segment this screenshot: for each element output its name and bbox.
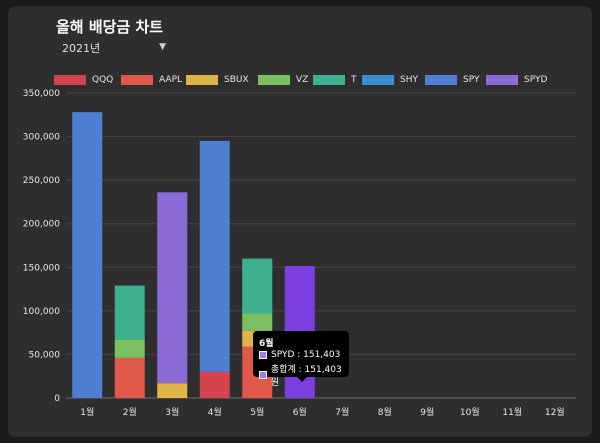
legend-swatch <box>121 75 153 85</box>
x-tick-label: 11월 <box>502 406 522 418</box>
legend-label: T <box>351 75 357 85</box>
y-tick-label: 200,000 <box>23 220 60 230</box>
bar-qqq-4 <box>199 371 230 398</box>
tooltip-swatch <box>259 351 267 359</box>
bar-t-5 <box>242 258 273 314</box>
x-tick-label: 2월 <box>123 406 137 418</box>
y-tick-label: 100,000 <box>23 307 60 317</box>
legend-item-t[interactable]: T <box>313 74 357 86</box>
y-tick-label: 250,000 <box>23 176 60 186</box>
y-tick-label: 150,000 <box>23 263 60 273</box>
legend-label: AAPL <box>159 75 183 85</box>
x-tick-label: 9월 <box>420 406 434 418</box>
y-tick-label: 50,000 <box>29 350 61 360</box>
bar-vz-5 <box>242 313 273 331</box>
legend-label: SBUX <box>224 75 249 85</box>
x-tick-label: 10월 <box>460 406 480 418</box>
legend-label: SPY <box>463 75 480 85</box>
legend-swatch <box>486 75 518 85</box>
x-tick-label: 1월 <box>80 406 94 418</box>
bar-t-2 <box>114 285 145 340</box>
bar-aapl-2 <box>114 357 145 398</box>
tooltip-title: 6월 <box>259 339 274 349</box>
y-tick-label: 300,000 <box>23 133 60 143</box>
x-tick-label: 4월 <box>208 406 222 418</box>
chart-title: 올해 배당금 차트 <box>56 18 164 36</box>
tooltip-swatch <box>259 371 267 379</box>
year-select[interactable]: 2021년 ▼ <box>62 40 166 56</box>
tooltip-row-spyd: SPYD : 151,403 <box>259 350 340 360</box>
tooltip-row-total-label: 총합계 : 151,403원 <box>270 365 342 388</box>
legend-label: SPYD <box>524 75 548 85</box>
legend-swatch <box>362 75 394 85</box>
x-tick-label: 12월 <box>545 406 565 418</box>
x-tick-label: 6월 <box>293 406 307 418</box>
tooltip-row-total: 총합계 : 151,403원 <box>259 362 349 388</box>
x-tick-label: 3월 <box>165 406 179 418</box>
legend-swatch <box>425 75 457 85</box>
chart-tooltip: 6월 SPYD : 151,403 총합계 : 151,403원 <box>253 331 349 388</box>
legend-label: SHY <box>400 75 418 85</box>
x-tick-label: 8월 <box>378 406 392 418</box>
legend-item-vz[interactable]: VZ <box>258 74 308 86</box>
legend-item-shy[interactable]: SHY <box>362 74 418 86</box>
legend-item-spyd[interactable]: SPYD <box>486 74 547 86</box>
bar-sbux-3 <box>157 383 188 398</box>
chevron-down-icon: ▼ <box>159 42 166 52</box>
legend-item-sbux[interactable]: SBUX <box>186 74 249 86</box>
tooltip-row-spyd-label: SPYD : 151,403 <box>271 350 341 360</box>
x-tick-label: 7월 <box>335 406 349 418</box>
tooltip-arrow <box>297 377 307 382</box>
x-tick-label: 5월 <box>250 406 264 418</box>
legend-item-spy[interactable]: SPY <box>425 74 479 86</box>
y-tick-label: 0 <box>54 394 60 404</box>
legend-swatch <box>186 75 218 85</box>
bar-spy-1 <box>72 112 103 399</box>
legend-swatch <box>313 75 345 85</box>
year-select-value: 2021년 <box>62 42 101 55</box>
legend-swatch <box>258 75 290 85</box>
y-tick-label: 350,000 <box>23 89 60 99</box>
legend-label: QQQ <box>92 75 114 85</box>
legend-item-qqq[interactable]: QQQ <box>54 74 113 86</box>
bar-vz-2 <box>114 339 145 358</box>
legend-item-aapl[interactable]: AAPL <box>121 74 182 86</box>
legend-label: VZ <box>296 75 309 85</box>
bar-spy-4 <box>199 140 230 372</box>
legend-swatch <box>54 75 86 85</box>
bar-spyd-3 <box>157 192 188 384</box>
